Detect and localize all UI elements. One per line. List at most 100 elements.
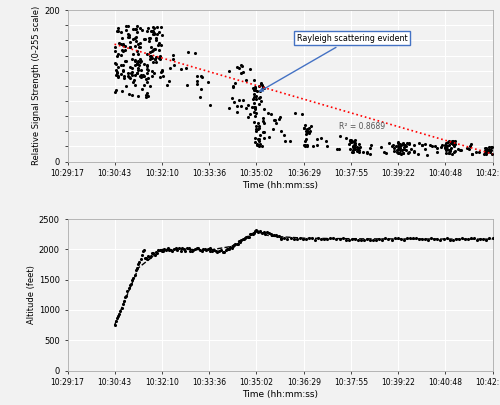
Point (128, 51, 136, 58)
Point (148, 47, 156, 54)
Point (127, 280, 135, 287)
Point (150, 250, 158, 256)
Point (158, 32, 166, 38)
Point (113, 69, 121, 75)
Point (438, 142, 446, 149)
Point (352, 140, 360, 146)
Point (252, 122, 260, 129)
Point (448, 138, 456, 145)
Point (148, 73, 156, 79)
Point (446, 145, 454, 151)
Point (136, 40, 144, 47)
Point (164, 81, 172, 88)
Point (254, 136, 262, 142)
Point (440, 236, 448, 243)
Point (432, 149, 440, 155)
Point (133, 23, 141, 29)
Point (396, 145, 404, 151)
Point (114, 28, 122, 34)
Point (118, 46, 126, 53)
Point (160, 73, 168, 79)
Point (260, 118, 268, 125)
Point (114, 74, 122, 80)
Point (284, 236, 292, 242)
Point (116, 308, 124, 314)
Point (170, 52, 177, 58)
Point (156, 247, 164, 254)
Point (396, 141, 404, 148)
Point (142, 51, 150, 57)
Point (196, 247, 204, 253)
Point (120, 75, 128, 81)
Point (292, 236, 300, 243)
Point (150, 59, 158, 65)
Point (118, 66, 126, 73)
Point (128, 55, 136, 62)
Point (236, 97, 244, 103)
Point (421, 236, 429, 243)
Point (403, 235, 411, 242)
Point (224, 245, 232, 252)
Point (117, 71, 125, 78)
Point (345, 141, 353, 147)
Point (196, 94, 204, 100)
Point (126, 75, 134, 82)
Point (133, 70, 141, 77)
Point (428, 143, 436, 149)
Point (114, 64, 122, 70)
Point (346, 137, 354, 144)
Point (144, 24, 152, 31)
Point (146, 43, 154, 50)
Point (122, 23, 130, 29)
Point (485, 147, 493, 153)
Point (153, 31, 161, 37)
Point (458, 235, 466, 241)
Point (256, 132, 264, 138)
Point (318, 134, 326, 141)
Point (357, 237, 365, 243)
Point (143, 70, 151, 77)
Point (445, 137, 453, 144)
Point (142, 76, 150, 83)
Point (278, 236, 285, 242)
Point (150, 30, 158, 36)
Point (155, 47, 163, 53)
Point (156, 41, 164, 48)
Point (442, 140, 450, 146)
Point (398, 142, 406, 148)
Point (332, 235, 340, 242)
Point (472, 149, 480, 156)
Point (140, 81, 148, 88)
Point (122, 58, 130, 64)
Point (444, 139, 452, 145)
Point (407, 145, 415, 152)
Point (396, 236, 404, 243)
Point (304, 142, 312, 148)
Point (250, 119, 258, 126)
Point (164, 245, 172, 252)
Point (280, 137, 288, 144)
Point (300, 124, 308, 131)
Point (336, 133, 344, 139)
Point (448, 141, 456, 148)
Point (395, 144, 403, 150)
Point (257, 80, 265, 87)
Point (304, 143, 312, 149)
Point (450, 143, 458, 149)
Point (252, 103, 260, 110)
Point (244, 234, 252, 241)
Point (206, 245, 214, 251)
Point (133, 60, 141, 66)
Point (393, 148, 401, 155)
Point (392, 147, 400, 153)
Point (152, 56, 160, 63)
Point (150, 28, 158, 34)
Point (186, 247, 194, 254)
Point (136, 56, 144, 62)
Point (296, 234, 304, 241)
Point (230, 98, 238, 105)
Point (436, 237, 444, 243)
Point (388, 237, 396, 243)
Point (363, 236, 371, 243)
Point (249, 96, 257, 102)
